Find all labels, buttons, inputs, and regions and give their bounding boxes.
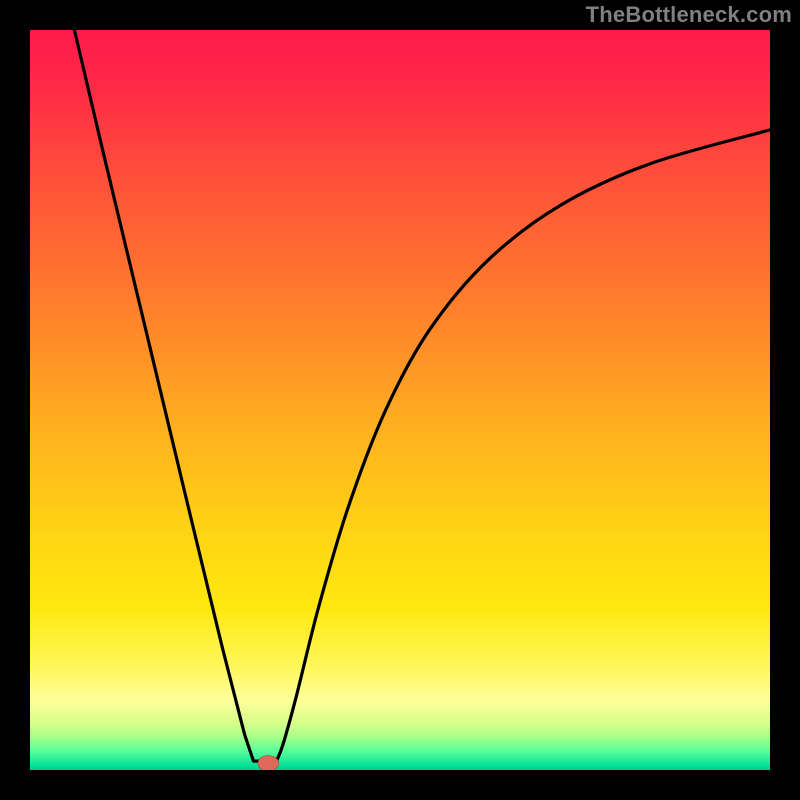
- chart-stage: TheBottleneck.com: [0, 0, 800, 800]
- plot-background-gradient: [30, 30, 770, 770]
- chart-svg: [0, 0, 800, 800]
- watermark-label: TheBottleneck.com: [586, 2, 792, 28]
- minimum-marker-icon: [258, 756, 279, 772]
